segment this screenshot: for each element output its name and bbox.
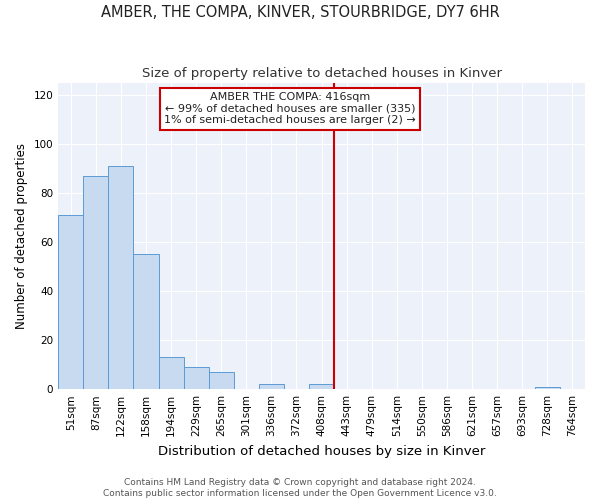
Bar <box>259 384 284 389</box>
Bar <box>58 216 83 389</box>
Text: Contains HM Land Registry data © Crown copyright and database right 2024.
Contai: Contains HM Land Registry data © Crown c… <box>103 478 497 498</box>
Bar <box>309 384 334 389</box>
X-axis label: Distribution of detached houses by size in Kinver: Distribution of detached houses by size … <box>158 444 485 458</box>
Text: AMBER THE COMPA: 416sqm
← 99% of detached houses are smaller (335)
1% of semi-de: AMBER THE COMPA: 416sqm ← 99% of detache… <box>164 92 416 126</box>
Bar <box>209 372 234 389</box>
Bar <box>158 358 184 389</box>
Bar <box>109 166 133 389</box>
Bar <box>133 254 158 389</box>
Bar <box>535 386 560 389</box>
Text: AMBER, THE COMPA, KINVER, STOURBRIDGE, DY7 6HR: AMBER, THE COMPA, KINVER, STOURBRIDGE, D… <box>101 5 499 20</box>
Bar <box>184 367 209 389</box>
Y-axis label: Number of detached properties: Number of detached properties <box>15 143 28 329</box>
Title: Size of property relative to detached houses in Kinver: Size of property relative to detached ho… <box>142 68 502 80</box>
Bar <box>83 176 109 389</box>
